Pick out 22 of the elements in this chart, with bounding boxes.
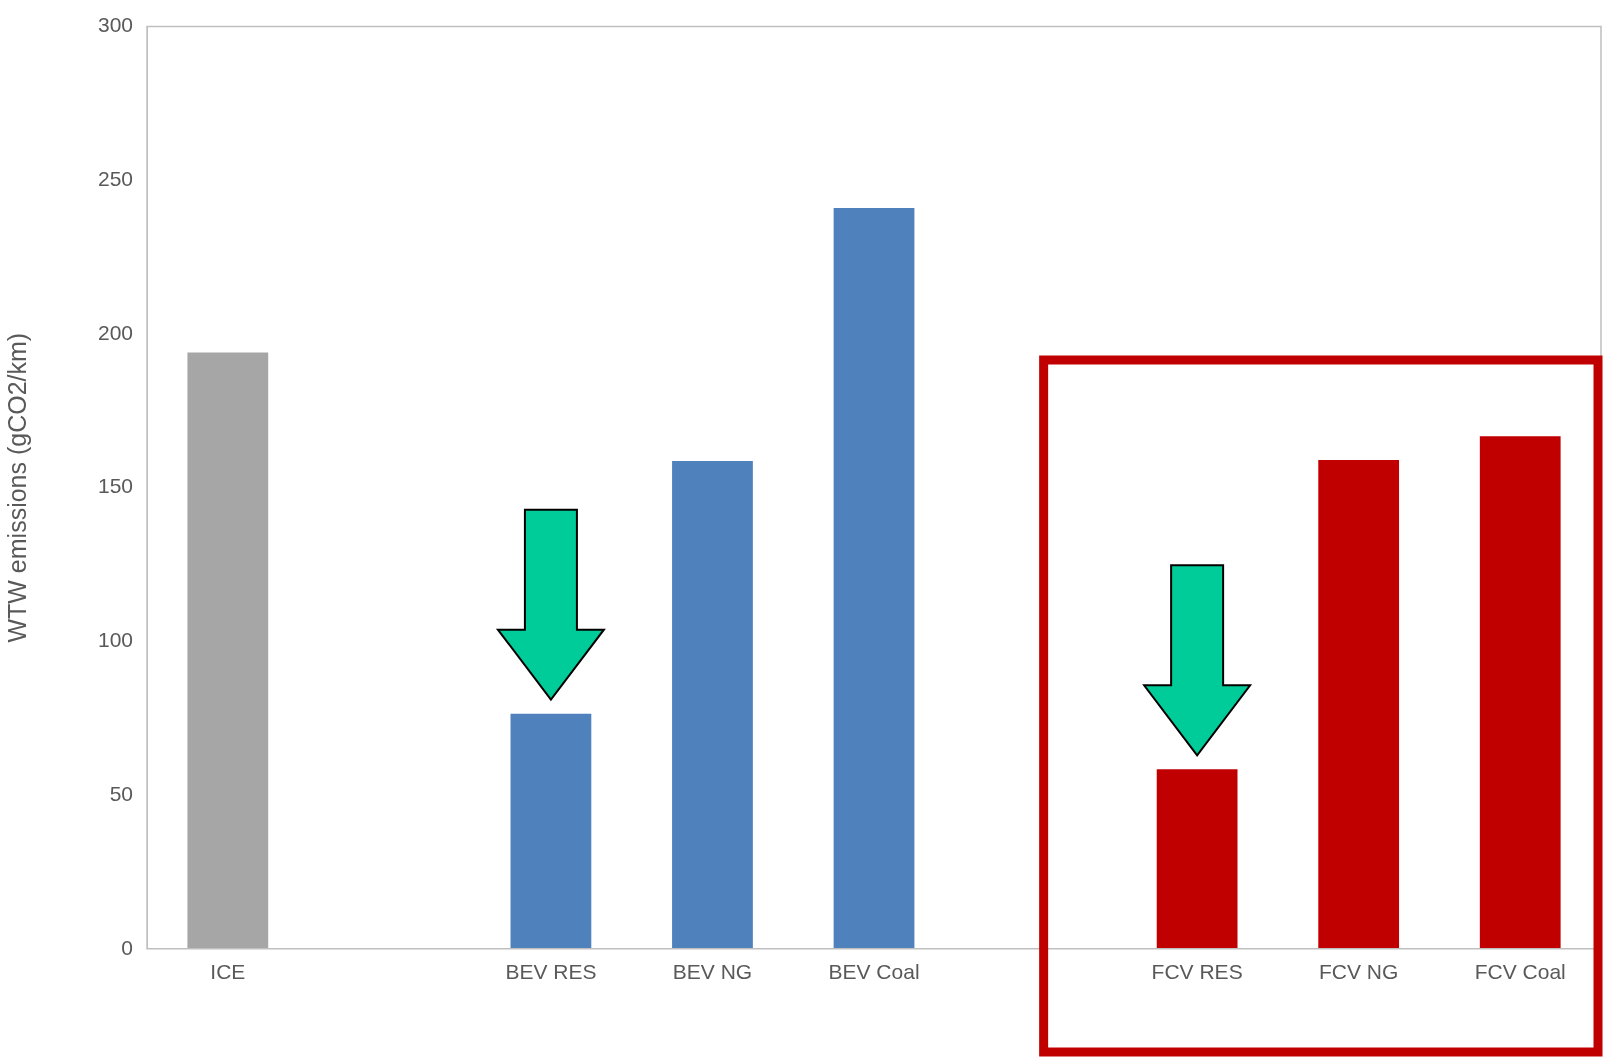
y-tick-label: 250 [97,167,134,191]
bar [833,207,915,949]
y-tick-label: 0 [121,935,134,959]
x-tick-label: FCV Coal [1474,960,1566,984]
bar [187,352,269,949]
bar [1156,769,1238,949]
y-tick-label: 150 [97,474,134,498]
x-tick-label: BEV Coal [828,960,920,984]
y-tick-label: 50 [109,781,134,805]
bar [672,460,753,949]
y-axis-title: WTW emissions (gCO2/km) [2,332,31,643]
x-tick-label: BEV NG [672,960,753,984]
y-tick-label: 200 [97,320,134,344]
bar [1318,460,1400,949]
x-tick-label: FCV RES [1151,960,1243,984]
x-tick-label: ICE [210,960,246,984]
y-tick-label: 100 [97,628,134,652]
x-tick-label: FCV NG [1319,960,1399,984]
x-tick-label: BEV RES [505,960,597,984]
bar [510,713,592,949]
bar [1479,436,1561,949]
y-tick-label: 300 [97,13,134,37]
